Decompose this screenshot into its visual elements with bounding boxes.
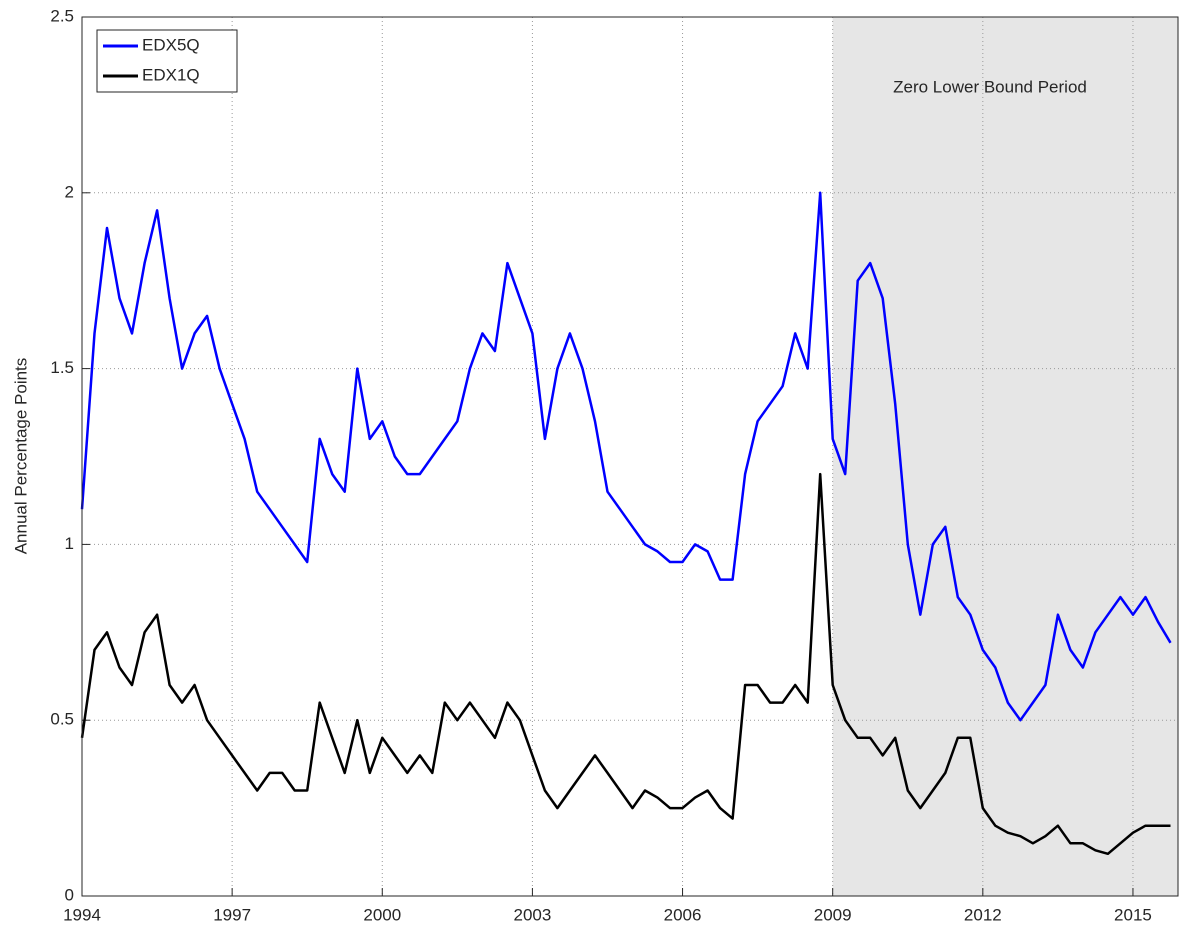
y-tick-label: 0.5	[50, 710, 74, 729]
legend-box	[96, 29, 238, 93]
y-tick-label: 2	[65, 182, 74, 201]
x-tick-label: 2000	[363, 905, 401, 924]
y-tick-label: 1	[65, 534, 74, 553]
y-axis-label: Annual Percentage Points	[11, 358, 30, 555]
data-line	[80, 191, 1172, 722]
x-tick-label: 1997	[213, 905, 251, 924]
x-tick-label: 1994	[63, 905, 101, 924]
annotation: Zero Lower Bound Period	[893, 77, 1087, 96]
x-tick-label: 2012	[964, 905, 1002, 924]
x-tick-label: 2003	[513, 905, 551, 924]
legend-label: EDX1Q	[142, 65, 200, 84]
y-tick-label: 0	[65, 885, 74, 904]
plot-frame	[81, 16, 1179, 897]
y-tick-label: 2.5	[50, 6, 74, 25]
x-tick-label: 2015	[1114, 905, 1152, 924]
x-tick-label: 2006	[664, 905, 702, 924]
y-tick-label: 1.5	[50, 358, 74, 377]
shaded-region	[832, 17, 1178, 896]
data-line	[80, 472, 1171, 856]
x-tick-label: 2009	[814, 905, 852, 924]
legend-label: EDX5Q	[142, 35, 200, 54]
